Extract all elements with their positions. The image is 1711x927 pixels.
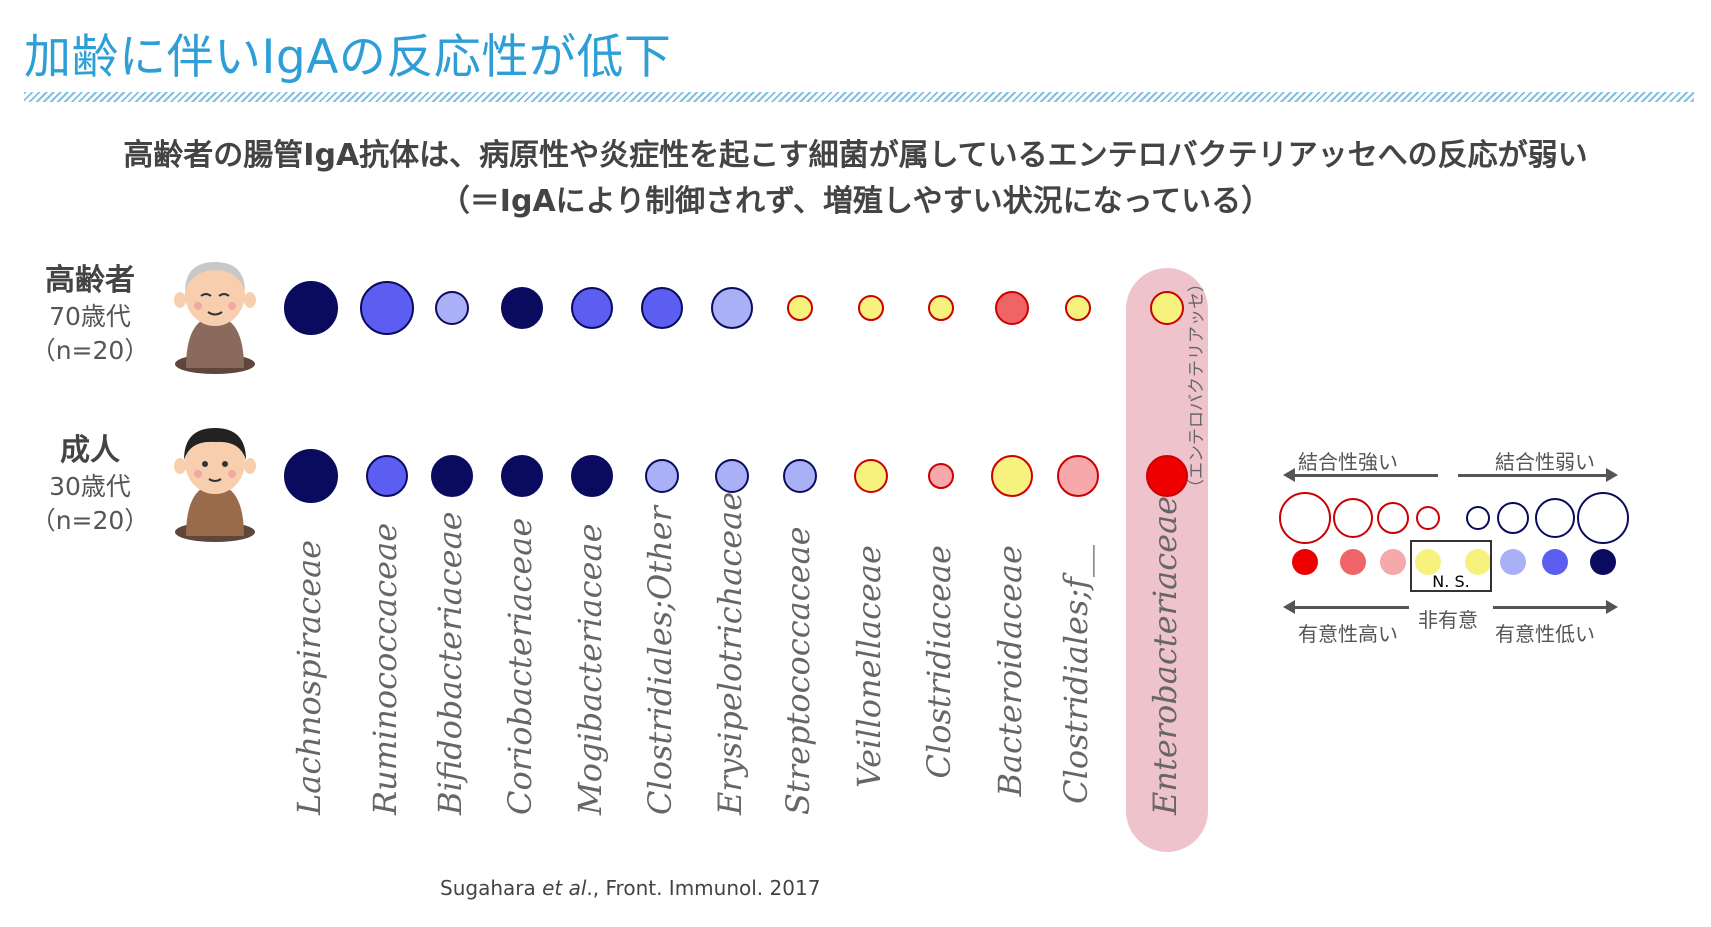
taxon-label-clostridiales-other: Clostridiales;Other xyxy=(641,506,679,815)
legend-color-dot-5 xyxy=(1465,549,1491,575)
taxon-label-lachnospiraceae: Lachnospiraceae xyxy=(290,539,328,815)
adult-dot-bacteroidaceae xyxy=(991,455,1033,497)
adult-person-icon xyxy=(174,428,256,542)
taxon-label-veillonellaceae: Veillonellaceae xyxy=(850,545,888,789)
adult-dot-clostridiales-other xyxy=(645,459,679,493)
taxon-label-enterobacteriaceae: Enterobacteriaceae xyxy=(1146,495,1184,815)
title-underline xyxy=(24,92,1694,102)
slide-title: 加齢に伴いIgAの反応性が低下 xyxy=(24,30,672,85)
legend-color-dot-8 xyxy=(1590,549,1616,575)
elderly-dot-coriobacteriaceae xyxy=(501,287,543,329)
legend-low-significance: 有意性低い xyxy=(1495,622,1595,646)
legend-weak-binding: 結合性弱い xyxy=(1495,450,1595,474)
adult-dot-enterobacteriaceae xyxy=(1146,455,1188,497)
taxon-label-coriobacteriaceae: Coriobacteriaceae xyxy=(501,517,539,815)
legend-size-dot-6 xyxy=(1497,502,1529,534)
adult-dot-lachnospiraceae xyxy=(284,449,338,503)
adult-group-label: 成人 30歳代 （n=20） xyxy=(20,432,160,538)
legend-size-dot-3 xyxy=(1377,502,1409,534)
taxon-label-ruminococcaceae: Ruminococcaceae xyxy=(366,522,404,815)
elderly-dot-enterobacteriaceae xyxy=(1150,291,1184,325)
legend-color-dot-7 xyxy=(1542,549,1568,575)
adult-dot-erysipelotrichaceae xyxy=(715,459,749,493)
elderly-dot-clostridiaceae xyxy=(928,295,954,321)
enterobacteriaceae-highlight xyxy=(1126,268,1208,852)
legend-color-dot-1 xyxy=(1292,549,1318,575)
legend-size-dot-5 xyxy=(1466,506,1490,530)
citation-rest: ., Front. Immunol. 2017 xyxy=(586,876,821,900)
legend-size-dot-2 xyxy=(1333,498,1373,538)
elderly-dot-bifidobacteriaceae xyxy=(435,291,469,325)
elderly-group-age: 70歳代 xyxy=(49,302,131,331)
legend-color-dot-4 xyxy=(1415,549,1441,575)
elderly-dot-mogibacteriaceae xyxy=(571,287,613,329)
legend-size-dot-8 xyxy=(1577,492,1629,544)
elderly-person-icon xyxy=(174,262,256,374)
legend-high-significance: 有意性高い xyxy=(1298,622,1398,646)
elderly-dot-clostridiales-other xyxy=(641,287,683,329)
enterobacteriaceae-note: （エンテロバクテリアッセ） xyxy=(1187,275,1207,496)
elderly-dot-clostridiales-f- xyxy=(1065,295,1091,321)
adult-dot-clostridiaceae xyxy=(928,463,954,489)
subtitle-line-2: （＝IgAにより制御されず、増殖しやすい状況になっている） xyxy=(439,184,1272,219)
elderly-group-label: 高齢者 70歳代 （n=20） xyxy=(20,262,160,368)
citation-etal: et al xyxy=(542,876,587,900)
legend-color-dot-2 xyxy=(1340,549,1366,575)
citation: Sugahara et al., Front. Immunol. 2017 xyxy=(440,876,820,900)
adult-group-age: 30歳代 xyxy=(49,472,131,501)
taxon-label-mogibacteriaceae: Mogibacteriaceae xyxy=(571,523,609,815)
adult-dot-ruminococcaceae xyxy=(366,455,408,497)
ns-label: N. S. xyxy=(1432,572,1470,591)
subtitle-line-1: 高齢者の腸管IgA抗体は、病原性や炎症性を起こす細菌が属しているエンテロバクテリ… xyxy=(123,138,1588,173)
adult-dot-mogibacteriaceae xyxy=(571,455,613,497)
elderly-dot-bacteroidaceae xyxy=(995,291,1029,325)
legend-size-dot-7 xyxy=(1535,498,1575,538)
elderly-group-n: （n=20） xyxy=(30,336,150,365)
legend-size-dot-1 xyxy=(1279,492,1331,544)
adult-dot-streptococcaceae xyxy=(783,459,817,493)
legend-arrow-left-top xyxy=(1283,468,1438,482)
adult-group-n: （n=20） xyxy=(30,506,150,535)
legend-not-significant: 非有意 xyxy=(1418,608,1478,632)
taxon-label-streptococcaceae: Streptococcaceae xyxy=(779,526,817,815)
elderly-dot-lachnospiraceae xyxy=(284,281,338,335)
legend-color-dot-6 xyxy=(1500,549,1526,575)
adult-dot-veillonellaceae xyxy=(854,459,888,493)
elderly-group-name: 高齢者 xyxy=(45,263,135,298)
legend-arrow-right-bottom xyxy=(1493,600,1618,614)
taxon-label-bifidobacteriaceae: Bifidobacteriaceae xyxy=(431,511,469,815)
adult-dot-clostridiales-f- xyxy=(1057,455,1099,497)
adult-dot-coriobacteriaceae xyxy=(501,455,543,497)
adult-group-name: 成人 xyxy=(60,433,120,468)
citation-author: Sugahara xyxy=(440,876,543,900)
legend-size-dot-4 xyxy=(1416,506,1440,530)
legend-strong-binding: 結合性強い xyxy=(1298,450,1398,474)
elderly-dot-erysipelotrichaceae xyxy=(711,287,753,329)
taxon-label-bacteroidaceae: Bacteroidaceae xyxy=(991,545,1029,797)
elderly-dot-streptococcaceae xyxy=(787,295,813,321)
ns-box xyxy=(1410,540,1492,592)
legend-arrow-right-top xyxy=(1458,468,1618,482)
elderly-dot-ruminococcaceae xyxy=(360,281,414,335)
taxon-label-erysipelotrichaceae: Erysipelotrichaceae xyxy=(711,491,749,815)
taxon-label-clostridiaceae: Clostridiaceae xyxy=(920,545,958,779)
adult-dot-bifidobacteriaceae xyxy=(431,455,473,497)
taxon-label-clostridiales-f-: Clostridiales;f__ xyxy=(1057,545,1095,804)
legend-arrow-left-bottom xyxy=(1283,600,1409,614)
elderly-dot-veillonellaceae xyxy=(858,295,884,321)
legend-color-dot-3 xyxy=(1380,549,1406,575)
